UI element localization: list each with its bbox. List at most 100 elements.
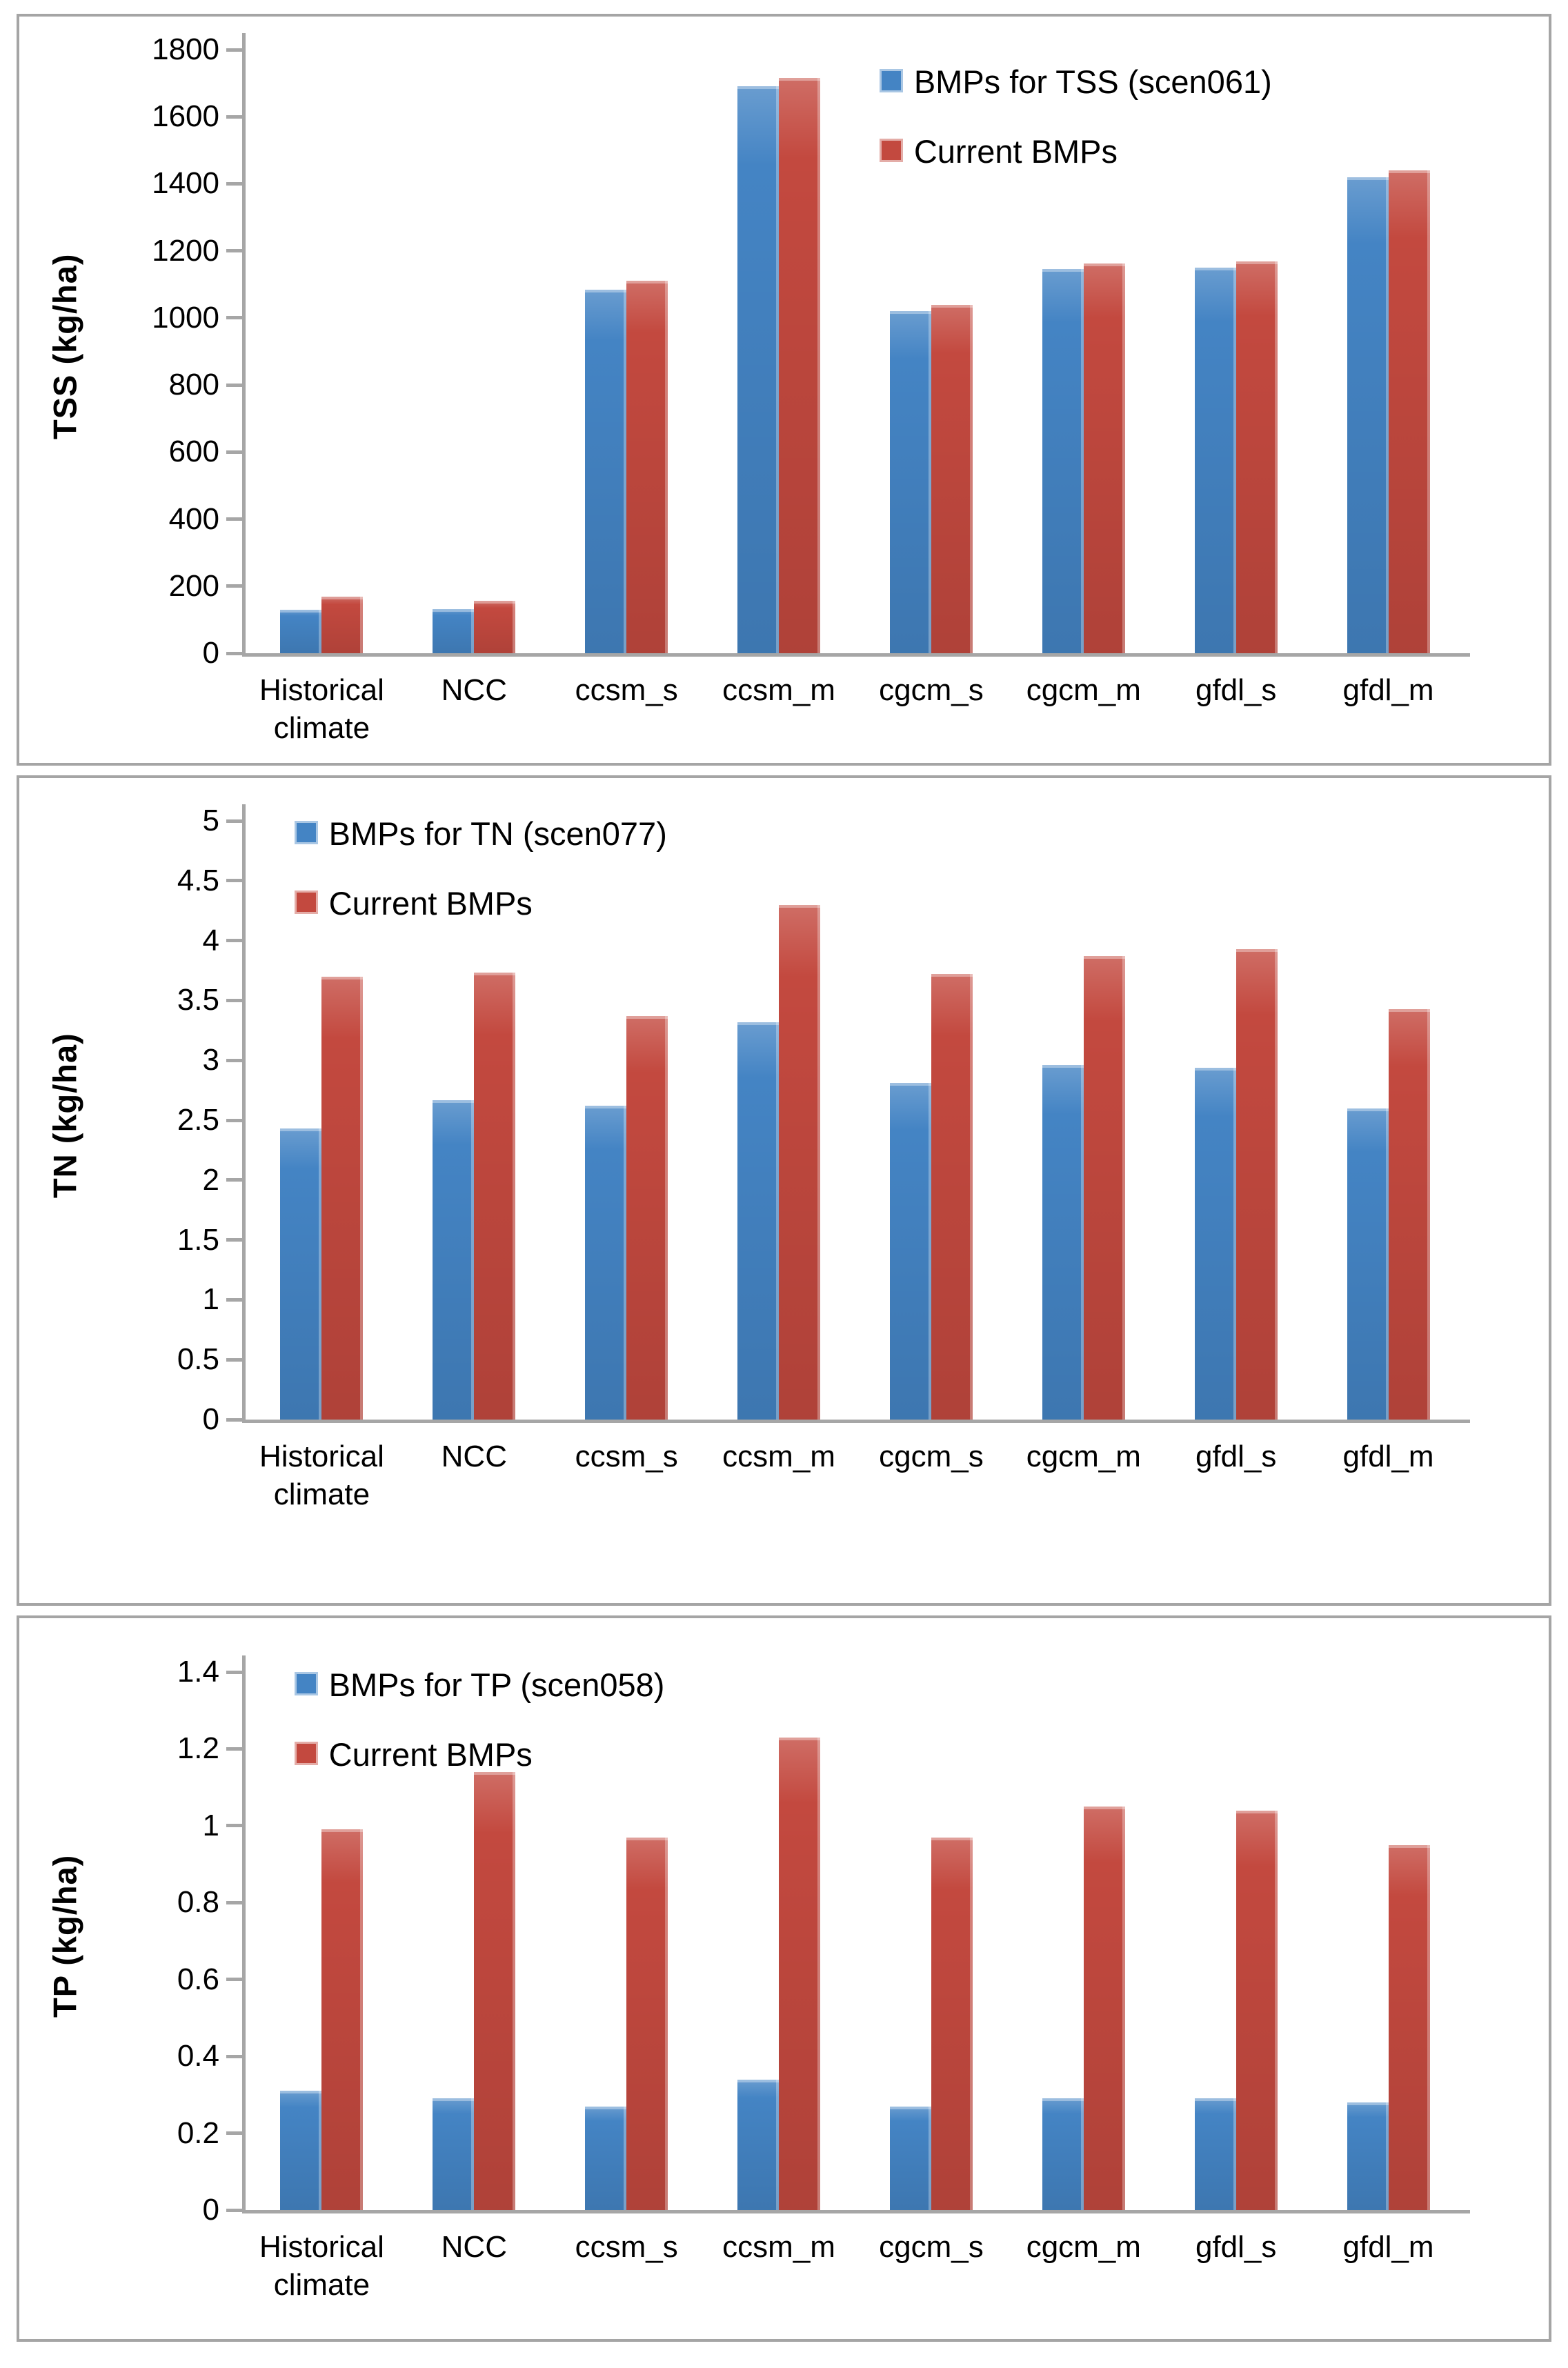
bar-group (1160, 1810, 1312, 2210)
bars-area (246, 50, 1465, 653)
legend: BMPs for TN (scen077) Current BMPs (294, 815, 667, 921)
legend-color-swatch (294, 1742, 318, 1766)
y-tick-mark (226, 584, 242, 588)
tss-chart-body: 1800 1600 1400 1200 1000 800 600 400 200 0 BMPs fo… (98, 33, 1549, 747)
bar-group (1160, 948, 1312, 1420)
y-tick-label: 0.4 (177, 2039, 219, 2073)
y-axis-line (242, 804, 246, 1420)
bar-bmp-scenario (1194, 1067, 1236, 1420)
tp-chart-panel: TP (kg/ha) 1.4 1.2 1 0.8 0.6 0.4 0.2 0 BMPs for … (17, 1615, 1551, 2342)
legend-item: BMPs for TN (scen077) (294, 815, 667, 852)
y-tick-label: 5 (202, 804, 219, 837)
x-category-label: gfdl_m (1342, 1440, 1434, 1473)
y-tick-mark (226, 450, 242, 454)
legend-item: BMPs for TP (scen058) (294, 1666, 665, 1703)
x-axis-line (242, 1420, 1470, 1423)
tn-chart-body: 5 4.5 4 3.5 3 2.5 2 1.5 1 0.5 0 BMPs for TN (scen07… (98, 804, 1549, 1513)
bar-group (550, 1837, 703, 2210)
bar-bmp-scenario (1347, 2102, 1389, 2210)
x-category-label: gfdl_s (1195, 1440, 1277, 1473)
y-tick-mark (226, 1178, 242, 1182)
bar-group (1312, 1844, 1465, 2210)
y-tick-label: 2.5 (177, 1103, 219, 1137)
y-tick-label: 1.2 (177, 1731, 219, 1766)
y-tick-mark (226, 998, 242, 1002)
tp-chart-body: 1.4 1.2 1 0.8 0.6 0.4 0.2 0 BMPs for TP (scen058… (98, 1655, 1549, 2304)
tss-chart-panel: TSS (kg/ha) 1800 1600 1400 1200 1000 800 600 40… (17, 14, 1551, 766)
y-tick-label: 3 (202, 1043, 219, 1077)
tss-x-axis-labels: Historical climate NCC ccsm_s ccsm_m cgcm_s c… (246, 671, 1465, 747)
tss-chart: TSS (kg/ha) 1800 1600 1400 1200 1000 800 600 40… (19, 17, 1549, 747)
tn-chart: TN (kg/ha) 5 4.5 4 3.5 3 2.5 2 1.5 1 0.5 0 BMPs for… (19, 778, 1549, 1513)
bar-bmp-scenario (737, 1022, 780, 1420)
y-tick-mark (226, 1417, 242, 1422)
legend-color-swatch (879, 69, 903, 92)
legend-label: BMPs for TSS (scen061) (913, 63, 1272, 100)
tp-plot-area: 1.4 1.2 1 0.8 0.6 0.4 0.2 0 BMPs for TP (scen058… (177, 1655, 1470, 2225)
bar-current-bmps (626, 1837, 668, 2210)
bar-bmp-scenario (889, 2106, 931, 2210)
x-axis-line (242, 2210, 1470, 2213)
bar-bmp-scenario (1042, 2098, 1084, 2210)
legend: BMPs for TP (scen058) Current BMPs (294, 1666, 665, 1772)
y-tick-label: 1 (202, 1282, 219, 1317)
legend-label: Current BMPs (913, 133, 1118, 170)
bar-current-bmps (626, 281, 668, 653)
y-tick-mark (226, 181, 242, 186)
y-axis-line (242, 33, 246, 653)
legend-color-swatch (879, 139, 903, 163)
bar-current-bmps (1235, 1810, 1278, 2210)
bar-bmp-scenario (1042, 1065, 1084, 1420)
y-tick-mark (226, 1978, 242, 1982)
y-tick-mark (226, 316, 242, 320)
bar-bmp-scenario (585, 1106, 627, 1420)
bar-group (246, 976, 398, 1420)
bar-current-bmps (626, 1015, 668, 1420)
y-tick-mark (226, 383, 242, 387)
y-tick-mark (226, 939, 242, 943)
bar-current-bmps (779, 78, 821, 653)
bar-current-bmps (1083, 956, 1125, 1420)
bar-current-bmps (931, 305, 973, 653)
bar-group (703, 78, 855, 653)
x-category-label: gfdl_s (1195, 673, 1277, 707)
bar-group (1007, 1807, 1160, 2210)
x-category-label: cgcm_m (1026, 1440, 1141, 1473)
tn-plot-area: 5 4.5 4 3.5 3 2.5 2 1.5 1 0.5 0 BMPs for TN (scen07… (177, 804, 1470, 1435)
y-tick-label: 4.5 (177, 863, 219, 897)
y-tick-mark (226, 115, 242, 119)
bar-current-bmps (321, 976, 364, 1420)
bar-bmp-scenario (1347, 177, 1389, 653)
x-category-label: gfdl_m (1342, 673, 1434, 707)
bar-current-bmps (474, 600, 516, 653)
bar-current-bmps (1388, 1844, 1430, 2210)
bar-group (1160, 261, 1312, 653)
y-tick-label: 0.6 (177, 1962, 219, 1996)
bar-bmp-scenario (585, 2106, 627, 2210)
y-tick-mark (226, 1297, 242, 1302)
legend-item: Current BMPs (879, 133, 1272, 170)
legend-label: BMPs for TN (scen077) (328, 815, 667, 852)
y-tick-mark (226, 2131, 242, 2136)
legend-item: Current BMPs (294, 1738, 665, 1772)
legend-color-swatch (294, 891, 318, 915)
bar-group (398, 600, 550, 653)
bar-group (1007, 956, 1160, 1420)
y-tick-mark (226, 1747, 242, 1751)
y-tick-label: 1600 (152, 99, 219, 134)
bar-bmp-scenario (1042, 269, 1084, 653)
bar-group (1312, 170, 1465, 653)
x-category-label: gfdl_m (1342, 2230, 1434, 2264)
bar-bmp-scenario (1194, 2098, 1236, 2210)
y-tick-mark (226, 1824, 242, 1828)
legend-label: BMPs for TP (scen058) (328, 1666, 665, 1703)
bar-group (398, 1771, 550, 2210)
y-tick-label: 600 (168, 435, 219, 469)
x-category-label: cgcm_s (879, 673, 984, 707)
y-tick-label: 200 (168, 568, 219, 603)
x-axis-line (242, 653, 1470, 657)
bar-bmp-scenario (585, 289, 627, 653)
bar-bmp-scenario (280, 2091, 322, 2210)
y-tick-mark (226, 1357, 242, 1362)
bar-group (398, 973, 550, 1420)
